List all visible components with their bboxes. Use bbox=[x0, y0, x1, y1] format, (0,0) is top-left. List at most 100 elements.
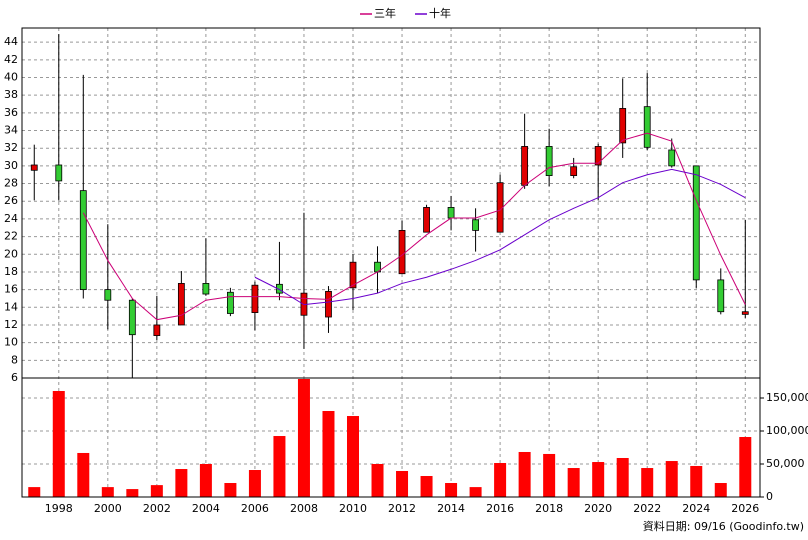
candle-body bbox=[692, 165, 700, 281]
x-tick-label: 2020 bbox=[584, 502, 612, 515]
y-tick-label: 16 bbox=[4, 283, 18, 296]
y-tick-label: 30 bbox=[4, 159, 18, 172]
volume-bar bbox=[420, 476, 433, 497]
volume-bar bbox=[518, 451, 531, 497]
ma-line bbox=[82, 132, 746, 321]
candle-body bbox=[545, 146, 553, 177]
volume-bar bbox=[396, 470, 409, 497]
volume-bar bbox=[175, 469, 188, 497]
volume-bar bbox=[28, 487, 41, 497]
candle-body bbox=[153, 324, 161, 336]
volume-bar bbox=[52, 391, 65, 497]
volume-bar bbox=[273, 436, 286, 497]
volume-bar bbox=[494, 463, 507, 497]
candle-body bbox=[741, 311, 749, 315]
x-tick-label: 2018 bbox=[535, 502, 563, 515]
y-tick-label: 100,000 bbox=[766, 424, 808, 437]
x-tick-label: 2008 bbox=[290, 502, 318, 515]
volume-bar bbox=[641, 468, 654, 497]
volume-bar bbox=[150, 485, 163, 497]
candle-body bbox=[55, 164, 63, 182]
candle-body bbox=[325, 290, 332, 318]
y-tick-label: 8 bbox=[11, 353, 18, 366]
candle-body bbox=[619, 108, 627, 144]
y-tick-label: 32 bbox=[4, 141, 18, 154]
candle-body bbox=[227, 291, 234, 314]
y-tick-label: 26 bbox=[4, 194, 18, 207]
y-tick-label: 14 bbox=[4, 300, 18, 313]
volume-bar bbox=[371, 463, 384, 497]
volume-bar bbox=[714, 483, 727, 497]
volume-bar bbox=[543, 453, 556, 497]
volume-bar bbox=[297, 378, 310, 497]
volume-bar bbox=[739, 437, 752, 497]
x-tick-label: 2006 bbox=[241, 502, 269, 515]
volume-bar bbox=[126, 489, 139, 497]
volume-bar bbox=[690, 465, 703, 497]
candle-body bbox=[717, 279, 725, 313]
candle-body bbox=[570, 166, 578, 177]
volume-bar bbox=[592, 462, 605, 497]
x-tick-label: 2002 bbox=[143, 502, 171, 515]
y-tick-label: 12 bbox=[4, 318, 18, 331]
y-tick-label: 18 bbox=[4, 265, 18, 278]
candle-body bbox=[423, 207, 430, 233]
volume-bar bbox=[469, 487, 482, 497]
volume-bar bbox=[199, 463, 212, 497]
volume-bar bbox=[77, 452, 90, 497]
candle-body bbox=[594, 146, 602, 166]
y-tick-label: 10 bbox=[4, 336, 18, 349]
source-note: 資料日期: 09/16 (Goodinfo.tw) bbox=[643, 519, 804, 533]
y-tick-label: 40 bbox=[4, 70, 18, 83]
candle-body bbox=[447, 207, 455, 219]
candle-body bbox=[276, 283, 283, 294]
x-tick-label: 2014 bbox=[437, 502, 465, 515]
y-tick-label: 24 bbox=[4, 212, 18, 225]
volume-bar bbox=[616, 457, 629, 497]
x-tick-label: 2022 bbox=[633, 502, 661, 515]
y-tick-label: 0 bbox=[766, 490, 773, 503]
y-tick-label: 42 bbox=[4, 53, 18, 66]
x-tick-label: 2026 bbox=[731, 502, 759, 515]
candle-body bbox=[177, 283, 185, 326]
ma-line bbox=[254, 168, 746, 306]
x-tick-label: 2016 bbox=[486, 502, 514, 515]
y-tick-label: 28 bbox=[4, 177, 18, 190]
volume-bar bbox=[224, 483, 237, 497]
candle-body bbox=[668, 149, 676, 167]
candle-body bbox=[643, 106, 651, 148]
volume-bar bbox=[567, 468, 580, 497]
y-tick-label: 50,000 bbox=[766, 457, 805, 470]
candle-body bbox=[472, 219, 479, 231]
volume-bar bbox=[101, 487, 114, 497]
y-tick-label: 22 bbox=[4, 230, 18, 243]
y-tick-label: 36 bbox=[4, 106, 18, 119]
candle-body bbox=[349, 261, 357, 289]
candle-body bbox=[79, 190, 87, 291]
y-tick-label: 34 bbox=[4, 124, 18, 137]
volume-bar bbox=[665, 461, 678, 497]
candle-body bbox=[30, 164, 38, 171]
volume-bar bbox=[322, 411, 335, 497]
y-tick-label: 20 bbox=[4, 247, 18, 260]
y-tick-label: 38 bbox=[4, 88, 18, 101]
y-tick-label: 150,000 bbox=[766, 391, 808, 404]
legend-label: 十年 bbox=[429, 6, 451, 20]
volume-bar bbox=[248, 470, 261, 497]
volume-bar bbox=[346, 416, 359, 497]
legend-label: 三年 bbox=[374, 6, 396, 20]
x-tick-label: 2000 bbox=[94, 502, 122, 515]
candle-body bbox=[104, 289, 112, 301]
x-tick-label: 1998 bbox=[45, 502, 73, 515]
y-tick-label: 44 bbox=[4, 35, 18, 48]
candle-body bbox=[251, 284, 259, 313]
x-tick-label: 2004 bbox=[192, 502, 220, 515]
candle-body bbox=[521, 146, 529, 186]
y-tick-label: 6 bbox=[11, 371, 18, 384]
candle-body bbox=[398, 229, 406, 275]
candle-body bbox=[202, 283, 210, 295]
volume-bar bbox=[445, 483, 458, 497]
x-tick-label: 2010 bbox=[339, 502, 367, 515]
plot-frame bbox=[21, 27, 761, 498]
